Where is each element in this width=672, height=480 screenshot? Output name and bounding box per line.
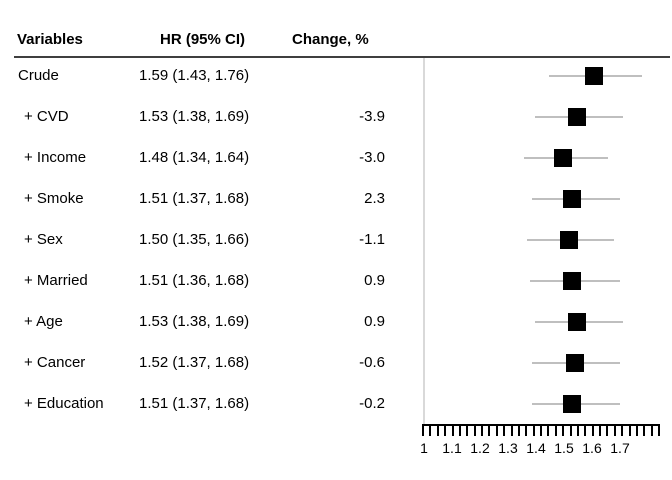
axis-tick <box>540 424 542 436</box>
table-row: Crude 1.59 (1.43, 1.76) <box>0 55 420 96</box>
change-percent-value: -0.6 <box>359 354 385 371</box>
change-percent-value <box>290 55 385 96</box>
axis-tick <box>488 424 491 436</box>
hr-point-marker <box>562 189 581 208</box>
x-axis-tick-label: 1.2 <box>470 440 490 456</box>
change-percent-value: -1.1 <box>359 231 385 248</box>
x-axis-tick-label: 1.7 <box>610 440 630 456</box>
reference-axis-line <box>423 58 425 424</box>
axis-tick <box>628 424 631 436</box>
axis-tick <box>422 424 424 436</box>
axis-tick <box>635 424 638 436</box>
header-divider-line <box>14 56 670 58</box>
change-percent-value: 2.3 <box>364 190 385 207</box>
hr-point-marker <box>568 312 587 331</box>
hr-point-marker <box>562 271 581 290</box>
hr-point-marker <box>560 230 578 249</box>
table-row: + Education 1.51 (1.37, 1.68) -0.2 <box>0 383 420 424</box>
axis-tick <box>650 424 653 436</box>
hr-ci-value: 1.51 (1.37, 1.68) <box>139 190 250 207</box>
axis-tick <box>554 424 557 436</box>
variable-label: + CVD <box>24 108 69 125</box>
hr-ci-value: 1.51 (1.37, 1.68) <box>139 395 250 412</box>
table-row: + CVD 1.53 (1.38, 1.69) -3.9 <box>0 96 420 137</box>
axis-tick <box>444 424 447 436</box>
change-percent-value: 0.9 <box>364 272 385 289</box>
axis-tick <box>451 424 454 436</box>
table-row: + Sex 1.50 (1.35, 1.66) -1.1 <box>0 219 420 260</box>
hr-ci-value: 1.48 (1.34, 1.64) <box>139 149 250 166</box>
axis-tick <box>591 424 594 436</box>
hr-ci-value: 1.52 (1.37, 1.68) <box>139 354 250 371</box>
variable-label: + Married <box>24 272 88 289</box>
axis-tick <box>606 424 609 436</box>
axis-tick <box>621 424 624 436</box>
table-row: + Smoke 1.51 (1.37, 1.68) 2.3 <box>0 178 420 219</box>
hr-ci-value: 1.51 (1.36, 1.68) <box>139 272 250 289</box>
axis-tick <box>495 424 498 436</box>
variable-label: + Income <box>24 149 87 166</box>
axis-tick <box>473 424 476 436</box>
hr-ci-value: 1.53 (1.38, 1.69) <box>139 313 250 330</box>
variable-label: + Smoke <box>24 190 84 207</box>
hr-point-marker <box>585 66 604 85</box>
variable-label: Crude <box>18 67 59 84</box>
x-axis-tick-label: 1.5 <box>554 440 574 456</box>
hr-ci-value: 1.53 (1.38, 1.69) <box>139 108 250 125</box>
table-row: + Age 1.53 (1.38, 1.69) 0.9 <box>0 301 420 342</box>
axis-tick <box>599 424 601 436</box>
change-percent-value: -0.2 <box>359 395 385 412</box>
hr-ci-value: 1.59 (1.43, 1.76) <box>139 67 250 84</box>
axis-tick <box>532 424 535 436</box>
x-axis-tick-label: 1.4 <box>526 440 546 456</box>
hr-point-marker <box>568 107 587 126</box>
axis-tick <box>510 424 513 436</box>
axis-tick <box>481 424 483 436</box>
axis-tick <box>562 424 565 436</box>
change-percent-value: -3.0 <box>359 149 385 166</box>
axis-tick <box>503 424 506 436</box>
axis-tick <box>429 424 432 436</box>
x-axis-tick-label: 1.3 <box>498 440 518 456</box>
x-axis-tick-label: 1 <box>420 440 428 456</box>
hr-point-marker <box>565 353 584 372</box>
change-percent-value: -3.9 <box>359 108 385 125</box>
axis-tick <box>658 424 660 436</box>
axis-tick <box>525 424 528 436</box>
column-header-hr-ci: HR (95% CI) <box>160 31 246 48</box>
table-row: + Cancer 1.52 (1.37, 1.68) -0.6 <box>0 342 420 383</box>
hr-point-marker <box>554 148 573 167</box>
variable-label: + Cancer <box>24 354 86 371</box>
axis-tick <box>436 424 439 436</box>
x-axis-tick-label: 1.1 <box>442 440 462 456</box>
axis-tick <box>613 424 616 436</box>
axis-tick <box>466 424 469 436</box>
axis-tick <box>569 424 572 436</box>
x-axis-tick-label: 1.6 <box>582 440 602 456</box>
change-percent-value: 0.9 <box>364 313 385 330</box>
axis-tick <box>517 424 520 436</box>
axis-tick <box>576 424 579 436</box>
axis-tick <box>643 424 646 436</box>
table-row: + Married 1.51 (1.36, 1.68) 0.9 <box>0 260 420 301</box>
axis-tick <box>547 424 550 436</box>
column-header-variables: Variables <box>17 31 83 48</box>
axis-tick <box>584 424 587 436</box>
table-row: + Income 1.48 (1.34, 1.64) -3.0 <box>0 137 420 178</box>
column-header-change: Change, % <box>292 31 369 48</box>
hr-ci-value: 1.50 (1.35, 1.66) <box>139 231 250 248</box>
variable-label: + Age <box>24 313 63 330</box>
axis-tick <box>458 424 461 436</box>
hr-point-marker <box>562 394 581 413</box>
variable-label: + Sex <box>24 231 63 248</box>
variable-label: + Education <box>24 395 104 412</box>
